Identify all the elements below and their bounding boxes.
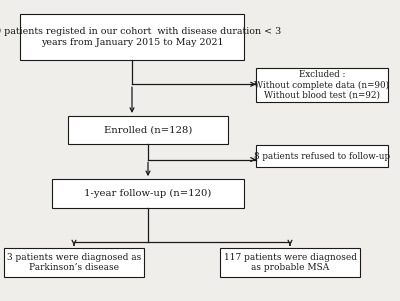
FancyBboxPatch shape: [256, 68, 388, 102]
Text: Enrolled (n=128): Enrolled (n=128): [104, 126, 192, 135]
Text: 1-year follow-up (n=120): 1-year follow-up (n=120): [84, 189, 212, 198]
Text: 117 patients were diagnosed
as probable MSA: 117 patients were diagnosed as probable …: [224, 253, 356, 272]
FancyBboxPatch shape: [4, 248, 144, 277]
Text: 8 patients refused to follow-up: 8 patients refused to follow-up: [254, 152, 390, 161]
FancyBboxPatch shape: [52, 179, 244, 208]
FancyBboxPatch shape: [20, 14, 244, 60]
Text: 3 patients were diagnosed as
Parkinson’s disease: 3 patients were diagnosed as Parkinson’s…: [7, 253, 141, 272]
Text: 310 patients registed in our cohort  with disease duration < 3
years from Januar: 310 patients registed in our cohort with…: [0, 27, 281, 47]
Text: Excluded :
Without complete data (n=90)
Without blood test (n=92): Excluded : Without complete data (n=90) …: [254, 70, 390, 100]
FancyBboxPatch shape: [68, 116, 228, 144]
FancyBboxPatch shape: [220, 248, 360, 277]
FancyBboxPatch shape: [256, 145, 388, 167]
